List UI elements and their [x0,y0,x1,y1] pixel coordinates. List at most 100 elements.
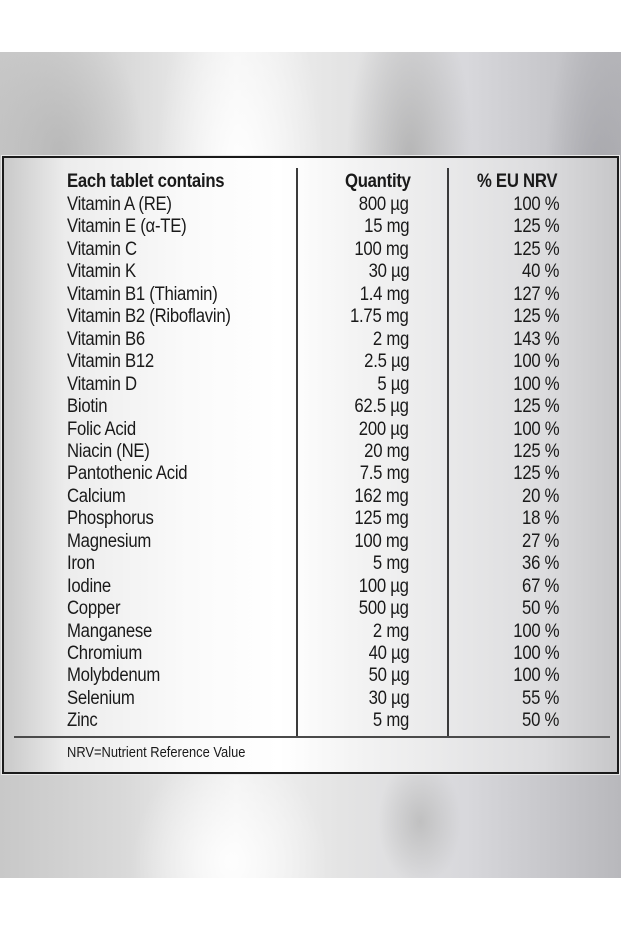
table-row: Copper 500 µg 50 % [4,598,617,620]
table-row: Vitamin E (α-TE) 15 mg 125 % [4,216,617,238]
quantity-value: 5 mg [372,710,409,732]
quantity-value: 15 mg [363,216,409,238]
header-nutrient: Each tablet contains [67,171,225,192]
quantity-value: 500 µg [359,598,409,620]
nrv-value: 67 % [521,575,559,597]
table-row: Vitamin B12 2.5 µg 100 % [4,351,617,373]
table-row: Chromium 40 µg 100 % [4,643,617,665]
quantity-value: 40 µg [368,643,409,664]
nutrient-name: Chromium [67,643,143,664]
nrv-value: 125 % [512,306,559,328]
nrv-value: 125 % [512,216,559,238]
nrv-value: 100 % [512,418,559,440]
table-row: Vitamin D 5 µg 100 % [4,374,617,396]
table-row: Iron 5 mg 36 % [4,553,617,575]
quantity-value: 125 mg [354,508,409,530]
nutrient-name: Vitamin E (α-TE) [67,216,187,238]
quantity-value: 5 mg [372,553,409,575]
nrv-value: 50 % [521,710,559,732]
quantity-value: 5 µg [377,373,409,395]
nrv-value: 50 % [521,598,559,620]
nrv-value: 100 % [512,665,559,687]
nrv-value: 40 % [521,261,559,283]
table-row: Molybdenum 50 µg 100 % [4,665,617,687]
nutrient-name: Vitamin D [67,373,137,395]
nrv-value: 100 % [512,351,559,373]
nutrient-name: Manganese [67,620,153,642]
quantity-value: 2 mg [372,620,409,642]
table-row: Vitamin B1 (Thiamin) 1.4 mg 127 % [4,284,617,306]
nutrient-name: Pantothenic Acid [67,463,188,485]
table-row: Vitamin K 30 µg 40 % [4,261,617,283]
nrv-value: 20 % [521,485,559,507]
nutrient-name: Biotin [67,396,108,418]
table-row: Magnesium 100 mg 27 % [4,531,617,553]
column-divider-2 [447,168,449,736]
quantity-value: 200 µg [359,418,409,440]
nrv-value: 27 % [521,530,559,552]
nrv-value: 18 % [521,508,559,530]
nrv-value: 143 % [512,328,559,350]
nutrient-name: Vitamin B2 (Riboflavin) [67,306,231,328]
nrv-value: 125 % [512,396,559,418]
quantity-value: 800 µg [359,194,409,215]
nutrient-name: Folic Acid [67,418,136,440]
nrv-value: 100 % [512,620,559,642]
table-row: Vitamin A (RE) 800 µg 100 % [4,194,617,216]
quantity-value: 30 µg [368,261,409,283]
column-divider-1 [296,168,298,736]
quantity-value: 62.5 µg [354,396,410,418]
nutrient-name: Copper [67,598,121,620]
nutrient-name: Vitamin A (RE) [67,194,172,215]
quantity-value: 100 µg [359,575,409,597]
quantity-value: 1.75 mg [350,306,409,328]
table-row: Manganese 2 mg 100 % [4,621,617,643]
nrv-value: 100 % [512,643,559,664]
nutrient-name: Niacin (NE) [67,440,150,462]
table-row: Biotin 62.5 µg 125 % [4,396,617,418]
quantity-value: 100 mg [354,238,409,260]
quantity-value: 7.5 mg [359,463,409,485]
nutrient-name: Magnesium [67,530,152,552]
table-row: Vitamin C 100 mg 125 % [4,239,617,261]
quantity-value: 2 mg [372,328,409,350]
table-row: Vitamin B6 2 mg 143 % [4,329,617,351]
nutrient-name: Calcium [67,485,126,507]
nutrient-name: Phosphorus [67,508,154,530]
quantity-value: 2.5 µg [363,351,410,373]
nrv-value: 100 % [512,373,559,395]
nutrient-name: Vitamin C [67,238,137,260]
nrv-value: 127 % [512,283,559,305]
quantity-value: 100 mg [354,530,409,552]
quantity-value: 1.4 mg [359,283,409,305]
table-row: Zinc 5 mg 50 % [4,710,617,732]
nrv-value: 36 % [521,553,559,575]
table-row: Pantothenic Acid 7.5 mg 125 % [4,463,617,485]
nutrient-name: Selenium [67,687,135,709]
table-row: Selenium 30 µg 55 % [4,688,617,710]
footnote-divider [14,736,610,738]
table-row: Iodine 100 µg 67 % [4,576,617,598]
nutrient-name: Zinc [67,710,98,732]
nutrient-name: Vitamin B1 (Thiamin) [67,283,218,305]
table-row: Calcium 162 mg 20 % [4,486,617,508]
nutrition-panel: Each tablet contains Quantity % EU NRV V… [1,155,620,775]
quantity-value: 162 mg [354,485,409,507]
footnote: NRV=Nutrient Reference Value [67,744,246,761]
nrv-value: 125 % [512,440,559,462]
header-quantity: Quantity [345,171,411,192]
nutrient-name: Iron [67,553,95,575]
quantity-value: 50 µg [368,665,409,687]
nutrient-name: Vitamin B6 [67,328,145,350]
nrv-value: 125 % [512,463,559,485]
header-nrv: % EU NRV [476,171,558,192]
nutrient-name: Molybdenum [67,665,161,687]
nutrient-name: Vitamin B12 [67,351,154,373]
nutrient-name: Vitamin K [67,261,136,283]
table-row: Folic Acid 200 µg 100 % [4,419,617,441]
nrv-value: 100 % [512,194,559,215]
nrv-value: 55 % [521,687,559,709]
table-header-row: Each tablet contains Quantity % EU NRV [4,171,617,193]
quantity-value: 20 mg [363,440,409,462]
nutrient-name: Iodine [67,575,111,597]
